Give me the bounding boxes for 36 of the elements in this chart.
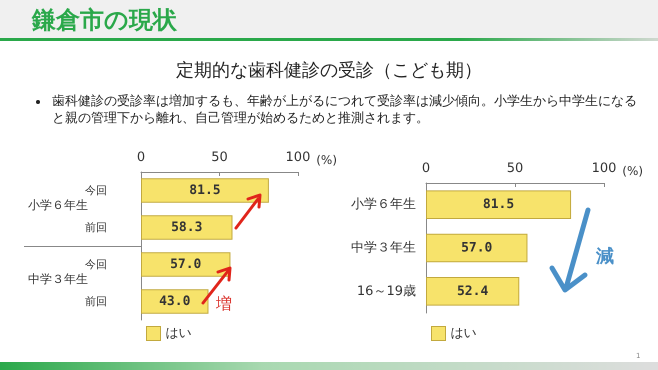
text: 小学６年生 [28, 198, 88, 212]
bar [426, 277, 520, 306]
data-label: 81.5 [482, 197, 514, 212]
y-tick-label: 小学６年生 [351, 197, 416, 212]
data-label: 57.0 [461, 240, 493, 256]
x-tick-label: 0 [422, 161, 430, 176]
chart-title: 定期的な歯科健診の受診（こども期） [175, 59, 483, 82]
bar [141, 178, 269, 203]
y-tick-label: 中学３年生 [351, 240, 416, 256]
x-tick-label: 100 [592, 161, 616, 176]
data-label: 52.4 [456, 284, 488, 299]
data-label: 57.0 [170, 257, 202, 272]
bar [426, 234, 528, 262]
legend-label: はい [166, 326, 192, 341]
text: 鎌倉市の現状 [32, 6, 177, 34]
text: 歯科健診の受診率は増加するも、年齢が上がるにつれて受診率は減少傾向。小学生から中学生になると親の管理下から離れ、自己管理が始めるためと推測されます。 [52, 94, 637, 126]
bar [141, 215, 232, 240]
x-axis-title: (%) [622, 164, 644, 178]
x-tick-label: 50 [211, 150, 228, 165]
y-tick-label: 16～19歳 [356, 284, 416, 299]
annotation: 減 [596, 246, 614, 267]
x-tick-label: 50 [506, 161, 524, 176]
legend-label: はい [450, 326, 476, 341]
data-label: 43.0 [159, 294, 191, 309]
y-tick-label: 前回 [85, 221, 107, 234]
y-tick-label: 前回 [85, 295, 107, 308]
data-label: 81.5 [189, 183, 221, 198]
y-tick-label: 今回 [85, 258, 107, 271]
text: 中学３年生 [28, 272, 88, 286]
y-tick-label: 今回 [85, 184, 107, 197]
annotation: 増 [216, 294, 232, 313]
data-label: 58.3 [171, 220, 202, 235]
x-tick-label: 100 [286, 150, 310, 165]
bar [426, 190, 572, 219]
x-tick-label: 0 [136, 150, 146, 165]
x-axis-title: (%) [316, 153, 337, 167]
